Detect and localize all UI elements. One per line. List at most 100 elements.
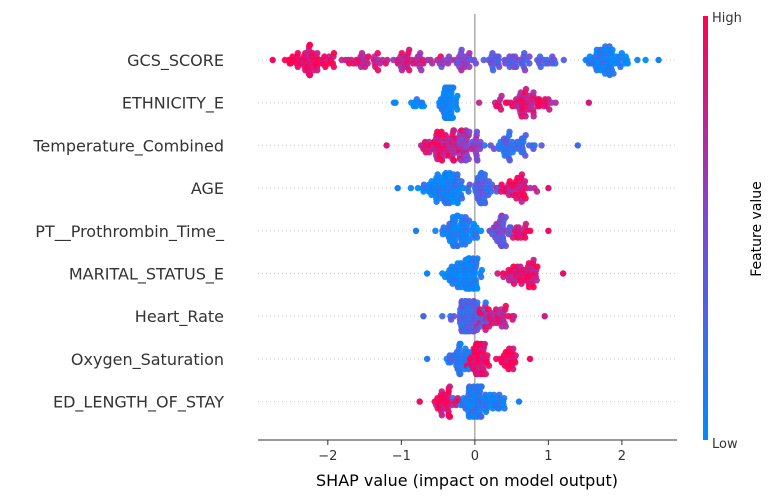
shap-point <box>521 67 529 74</box>
shap-point <box>546 106 553 113</box>
shap-point <box>488 181 496 188</box>
shap-point <box>330 50 338 57</box>
shap-point <box>559 270 567 277</box>
shap-point <box>457 340 464 348</box>
shap-point <box>420 313 427 320</box>
shap-point <box>433 198 440 205</box>
shap-point <box>522 132 529 139</box>
beeswarm-points <box>269 41 662 420</box>
shap-point <box>476 145 484 152</box>
colorbar <box>703 16 708 440</box>
shap-point <box>526 53 533 60</box>
shap-point <box>536 96 543 103</box>
shap-point <box>438 157 446 164</box>
shap-point <box>475 99 483 106</box>
shap-point <box>474 255 481 262</box>
shap-point <box>560 56 567 64</box>
shap-point <box>454 199 461 207</box>
shap-point <box>526 355 534 363</box>
shap-point <box>536 102 543 110</box>
shap-point <box>414 184 422 192</box>
shap-point <box>465 217 473 224</box>
shap-point <box>420 102 427 110</box>
shap-point <box>429 60 436 67</box>
shap-point <box>490 145 498 152</box>
x-tick-label: −2 <box>318 449 337 464</box>
shap-point <box>537 63 544 70</box>
shap-point <box>609 46 616 53</box>
shap-point <box>417 50 424 57</box>
shap-point <box>466 128 473 135</box>
shap-point <box>450 157 458 164</box>
shap-point <box>489 67 497 74</box>
shap-point <box>269 56 276 64</box>
shap-point <box>482 299 489 306</box>
shap-point <box>383 142 390 149</box>
shap-point <box>642 56 649 64</box>
shap-point <box>478 273 485 281</box>
shap-point <box>458 46 465 53</box>
shap-point <box>521 234 529 241</box>
feature-label: ETHNICITY_E <box>122 94 224 114</box>
shap-point <box>457 370 464 378</box>
shap-point <box>458 195 466 202</box>
feature-label: MARITAL_STATUS_E <box>69 265 224 285</box>
shap-point <box>478 413 485 420</box>
colorbar-title: Feature value <box>749 181 765 277</box>
shap-point <box>624 60 631 67</box>
shap-point <box>484 352 491 359</box>
shap-point <box>501 405 508 412</box>
shap-point <box>527 227 534 234</box>
shap-point <box>365 53 372 60</box>
shap-point <box>506 128 513 135</box>
shap-point <box>474 285 481 292</box>
shap-point <box>384 56 391 64</box>
shap-point <box>314 67 321 74</box>
shap-point <box>533 277 540 284</box>
shap-point <box>552 60 559 67</box>
shap-point <box>306 71 314 79</box>
shap-point <box>465 155 472 163</box>
shap-point <box>473 128 481 135</box>
shap-point <box>439 313 446 320</box>
feature-label: Oxygen_Saturation <box>71 350 224 370</box>
shap-point <box>510 345 517 352</box>
shap-point <box>526 60 533 67</box>
shap-point <box>449 114 456 121</box>
shap-point <box>478 383 485 390</box>
feature-labels: GCS_SCORE ETHNICITY_E Temperature_Combined… <box>32 51 225 413</box>
shap-point <box>454 106 461 113</box>
shap-point <box>454 92 461 100</box>
shap-point <box>518 171 526 178</box>
shap-point <box>447 359 454 366</box>
shap-point <box>585 99 592 106</box>
colorbar-high-label: High <box>712 11 742 26</box>
shap-point <box>500 395 508 402</box>
shap-point <box>364 60 371 67</box>
shap-point <box>498 92 505 100</box>
shap-point <box>330 63 337 70</box>
shap-point <box>530 283 537 291</box>
shap-point <box>522 152 529 159</box>
shap-point <box>496 63 503 70</box>
shap-point <box>541 313 548 320</box>
shap-point <box>522 85 530 93</box>
feature-label: PT__Prothrombin_Time_ <box>35 222 225 242</box>
shap-point <box>509 365 517 373</box>
shap-point <box>552 99 559 106</box>
shap-point <box>610 70 617 77</box>
shap-point <box>574 142 581 149</box>
shap-point <box>500 273 507 281</box>
shap-point <box>495 53 502 60</box>
shap-point <box>306 41 314 49</box>
shap-point <box>531 142 538 149</box>
shap-point <box>473 234 481 241</box>
shap-point <box>495 405 503 412</box>
shap-point <box>510 313 518 320</box>
shap-point <box>454 171 461 178</box>
shap-point <box>394 184 401 192</box>
shap-point <box>521 50 528 57</box>
feature-label: Temperature_Combined <box>32 136 224 156</box>
shap-point <box>496 391 503 398</box>
